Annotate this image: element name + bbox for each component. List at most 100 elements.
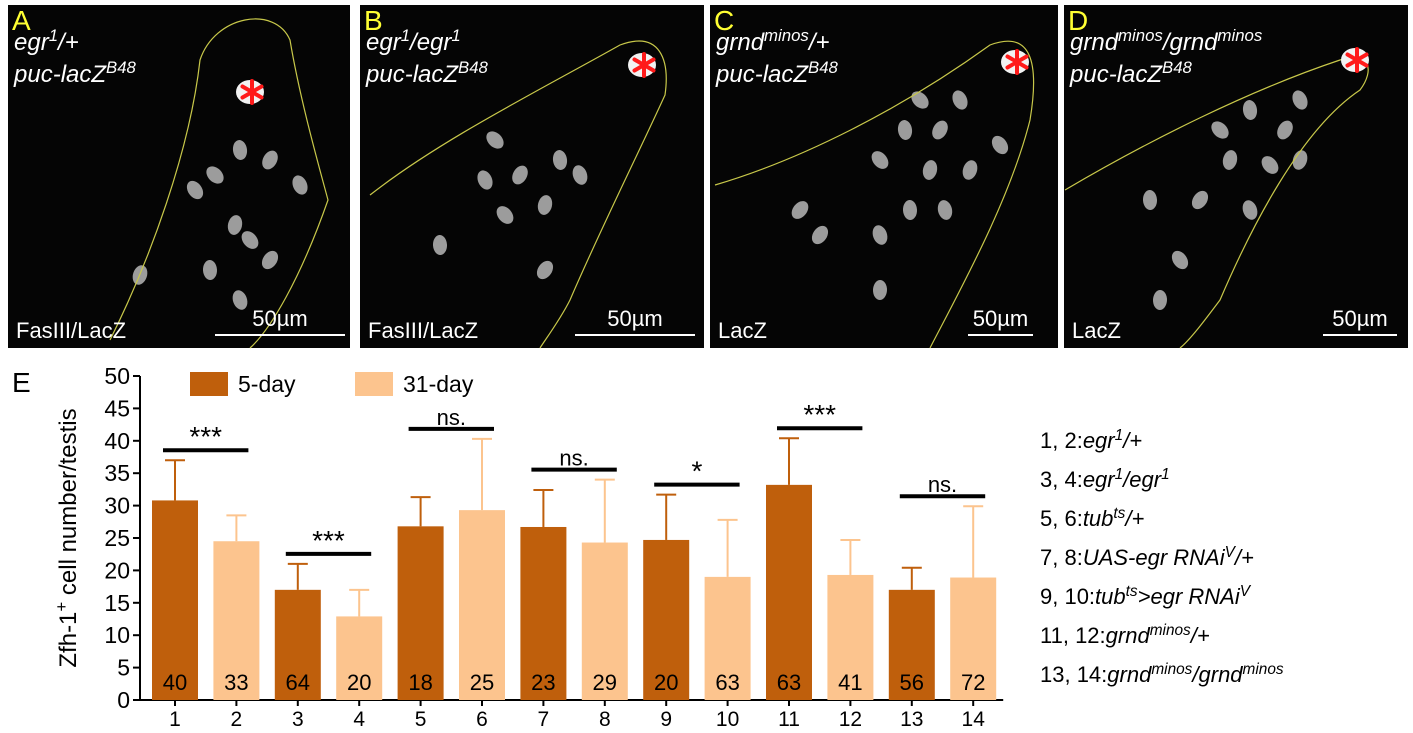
text-part: grnd xyxy=(716,29,765,56)
significance-label: *** xyxy=(189,421,222,452)
text-part: >egr RNAi xyxy=(1138,584,1241,609)
y-tick-label: 15 xyxy=(104,590,130,616)
key-genotype: grndminos/+ xyxy=(1106,622,1210,649)
superscript: minos xyxy=(764,26,809,45)
y-tick-label: 10 xyxy=(104,622,130,648)
text-part: /+ xyxy=(1123,506,1144,531)
sample-size: 23 xyxy=(531,670,555,695)
legend-swatch xyxy=(190,372,228,396)
text-part: tub xyxy=(1095,584,1126,609)
sample-size: 72 xyxy=(961,670,985,695)
stain-label: FasIII/LacZ xyxy=(368,318,478,343)
key-ids: 3, 4: xyxy=(1040,467,1083,492)
text-part: /+ xyxy=(1121,428,1142,453)
key-genotype: grndminos/grndminos xyxy=(1107,661,1284,688)
x-tick-label: 13 xyxy=(900,708,923,731)
superscript: 1 xyxy=(1161,466,1170,483)
key-genotype: egr1/+ xyxy=(1083,427,1142,454)
text-part: egr xyxy=(366,29,402,56)
text-part: UAS-egr RNAi xyxy=(1083,545,1226,570)
superscript: 1 xyxy=(1115,466,1124,483)
y-tick-label: 40 xyxy=(104,428,130,454)
y-tick-label: 45 xyxy=(104,395,130,421)
y-tick-label: 5 xyxy=(117,655,130,681)
sample-size: 33 xyxy=(224,670,248,695)
superscript: V xyxy=(1240,583,1252,600)
text-part: /egr xyxy=(1121,467,1163,492)
text-part: /grnd xyxy=(1161,29,1218,56)
genotype: egr1/+ xyxy=(14,26,79,57)
text-part: grnd xyxy=(1107,662,1152,687)
stain-label: LacZ xyxy=(1072,318,1121,343)
superscript: B48 xyxy=(106,58,137,77)
text-part: puc-lacZ xyxy=(365,61,459,88)
sample-size: 40 xyxy=(163,670,187,695)
text-part: puc-lacZ xyxy=(13,61,107,88)
text-part: /egr xyxy=(408,29,452,56)
bar xyxy=(766,485,812,700)
page: {"panels": [ {"letter": "A", "genotype":… xyxy=(0,0,1413,733)
key-entry: 1, 2:egr1/+ xyxy=(1040,427,1142,454)
text-part: egr xyxy=(1083,428,1116,453)
y-tick-label: 35 xyxy=(104,460,130,486)
x-tick-label: 6 xyxy=(476,708,488,731)
text-part: /+ xyxy=(1233,545,1254,570)
panel-letter: E xyxy=(12,367,31,398)
key-ids: 5, 6: xyxy=(1040,506,1083,531)
significance-label: ns. xyxy=(437,405,466,430)
significance-label: *** xyxy=(803,399,836,430)
sample-size: 56 xyxy=(900,670,924,695)
sample-size: 20 xyxy=(654,670,678,695)
y-tick-label: 0 xyxy=(117,687,130,713)
text-part: /+ xyxy=(56,29,79,56)
x-tick-label: 12 xyxy=(839,708,862,731)
key-entry: 9, 10:tubts>egr RNAiV xyxy=(1040,583,1252,610)
x-tick-label: 10 xyxy=(716,708,739,731)
x-tick-label: 9 xyxy=(660,708,672,731)
x-tick-label: 2 xyxy=(231,708,243,731)
x-tick-label: 7 xyxy=(538,708,550,731)
key-entry: 5, 6:tubts/+ xyxy=(1040,505,1145,532)
significance-label: *** xyxy=(312,525,345,556)
figure: Aegr1/+puc-lacZB48FasIII/LacZ50µmBegr1/e… xyxy=(0,0,1413,733)
text-part: grnd xyxy=(1070,29,1119,56)
superscript: B48 xyxy=(1162,58,1193,77)
stain-label: FasIII/LacZ xyxy=(16,318,126,343)
superscript: B48 xyxy=(458,58,489,77)
text-part: cell number/testis xyxy=(55,408,82,601)
y-tick-label: 20 xyxy=(104,557,130,583)
significance-label: ns. xyxy=(559,446,588,471)
key-ids: 13, 14: xyxy=(1040,662,1107,687)
x-tick-label: 8 xyxy=(599,708,611,731)
y-tick-label: 50 xyxy=(104,363,130,389)
scale-label: 50µm xyxy=(252,306,307,331)
x-tick-label: 11 xyxy=(778,708,800,731)
x-tick-label: 14 xyxy=(962,708,986,731)
text-part: /grnd xyxy=(1190,662,1243,687)
key-ids: 11, 12: xyxy=(1040,623,1106,648)
sample-size: 25 xyxy=(470,670,494,695)
x-tick-label: 3 xyxy=(292,708,304,731)
significance-label: ns. xyxy=(928,472,957,497)
sample-size: 63 xyxy=(777,670,801,695)
text-part: /+ xyxy=(1189,623,1210,648)
sample-size: 20 xyxy=(347,670,371,695)
sample-size: 63 xyxy=(715,670,739,695)
superscript: 1 xyxy=(1115,427,1124,444)
x-tick-label: 5 xyxy=(415,708,427,731)
superscript: minos xyxy=(1243,661,1284,678)
scale-label: 50µm xyxy=(607,306,662,331)
key-genotype: UAS-egr RNAiV/+ xyxy=(1083,544,1254,571)
key-ids: 1, 2: xyxy=(1040,428,1083,453)
text-part: Zfh-1 xyxy=(55,612,82,668)
superscript: minos xyxy=(1118,26,1163,45)
text-part: puc-lacZ xyxy=(715,61,809,88)
key-genotype: tubts/+ xyxy=(1083,505,1145,532)
sample-size: 18 xyxy=(408,670,432,695)
superscript: B48 xyxy=(808,58,839,77)
key-genotype: egr1/egr1 xyxy=(1083,466,1170,493)
y-axis-label: Zfh-1+ cell number/testis xyxy=(52,408,83,667)
superscript: + xyxy=(52,602,71,612)
sample-size: 29 xyxy=(593,670,617,695)
superscript: minos xyxy=(1151,661,1192,678)
